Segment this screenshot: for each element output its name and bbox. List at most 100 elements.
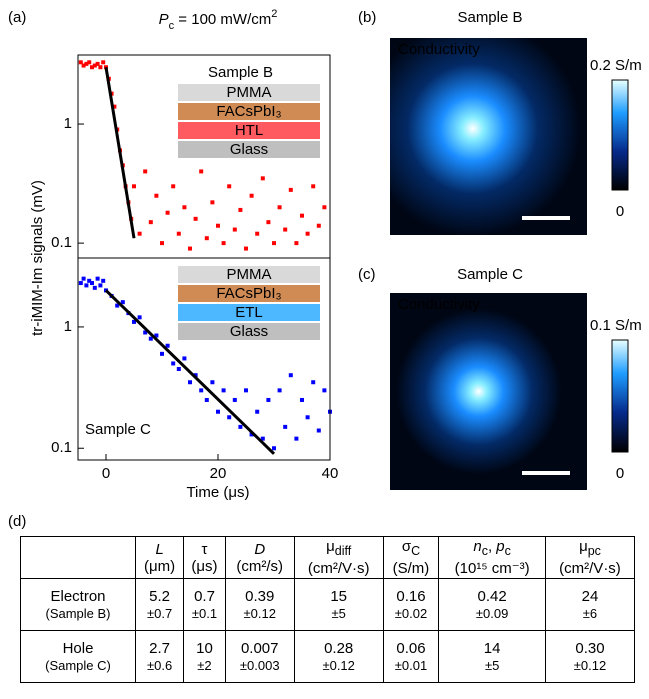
- carrier: Hole: [23, 640, 133, 657]
- conductivity-map: [390, 293, 587, 490]
- value: 14: [441, 640, 543, 657]
- text-part: D: [254, 541, 265, 558]
- text-part: P: [159, 11, 169, 28]
- header-symbol: μpc: [548, 538, 632, 560]
- data-point: [132, 184, 136, 188]
- header-cell: τ(μs): [184, 537, 226, 579]
- data-point: [160, 241, 164, 245]
- error: ±0.7: [138, 605, 181, 622]
- text-part: 2: [271, 8, 277, 20]
- data-point: [306, 232, 310, 236]
- data-point: [93, 286, 97, 290]
- data-point: [227, 184, 231, 188]
- data-point: [171, 184, 175, 188]
- layer-label: FACsPbI₃: [216, 285, 281, 302]
- layer-label: PMMA: [227, 84, 272, 101]
- data-point: [166, 211, 170, 215]
- data-point: [87, 60, 91, 64]
- value-cell: 0.7±0.1: [184, 579, 226, 631]
- error: ±0.02: [386, 605, 437, 622]
- value: 0.06: [386, 640, 437, 657]
- data-point: [233, 398, 237, 402]
- data-point: [205, 398, 209, 402]
- y-tick-label: 0.1: [51, 234, 72, 251]
- value-cell: 15±5: [294, 579, 383, 631]
- header-cell: L(μm): [136, 537, 184, 579]
- data-point: [317, 224, 321, 228]
- layer-label: HTL: [235, 122, 263, 139]
- text-part: μ: [326, 538, 335, 555]
- data-point: [182, 205, 186, 209]
- value: 0.30: [548, 640, 632, 657]
- data-point: [306, 415, 310, 419]
- value-cell: 5.2±0.7: [136, 579, 184, 631]
- chart-title: Pc = 100 mW/cm2: [159, 8, 278, 32]
- text-part: C: [411, 544, 420, 558]
- data-point: [322, 205, 326, 209]
- value-cell: 10±2: [184, 631, 226, 683]
- data-point: [182, 356, 186, 360]
- y-tick-label: 0.1: [51, 439, 72, 456]
- value-cell: 0.42±0.09: [439, 579, 546, 631]
- data-point: [317, 429, 321, 433]
- annotation: Sample B: [208, 64, 273, 81]
- value: 24: [548, 588, 632, 605]
- sample: (Sample C): [23, 657, 133, 674]
- text-part: L: [155, 541, 163, 558]
- carrier: Electron: [23, 588, 133, 605]
- data-point: [322, 388, 326, 392]
- data-point: [244, 247, 248, 251]
- data-point: [222, 388, 226, 392]
- value-cell: 24±6: [545, 579, 634, 631]
- data-point: [79, 281, 83, 285]
- data-point: [222, 241, 226, 245]
- row-label: Hole(Sample C): [21, 631, 136, 683]
- value-cell: 0.007±0.003: [225, 631, 294, 683]
- value-cell: 14±5: [439, 631, 546, 683]
- data-row: Electron(Sample B)5.2±0.70.7±0.10.39±0.1…: [21, 579, 635, 631]
- header-unit: (μs): [186, 558, 223, 575]
- data-point: [216, 410, 220, 414]
- header-cell: μpc(cm²/V·s): [545, 537, 634, 579]
- image-caption: Conductivity: [398, 41, 480, 58]
- results-table: L(μm)τ(μs)D(cm²/s)μdiff(cm²/V·s)σC(S/m)n…: [20, 536, 635, 683]
- value: 10: [186, 640, 223, 657]
- layer-label: Glass: [230, 141, 268, 158]
- colorbar: [612, 340, 628, 452]
- data-point: [289, 373, 293, 377]
- layer-label: PMMA: [227, 266, 272, 283]
- header-unit: (cm²/s): [228, 558, 292, 575]
- data-point: [154, 194, 158, 198]
- layer-label: ETL: [235, 304, 263, 321]
- value: 0.42: [441, 588, 543, 605]
- colorbar-max-label: 0.2 S/m: [590, 57, 642, 74]
- data-point: [149, 220, 153, 224]
- data-point: [311, 380, 315, 384]
- data-point: [233, 228, 237, 232]
- data-point: [177, 367, 181, 371]
- panel-label: (c): [358, 266, 376, 283]
- error: ±2: [186, 657, 223, 674]
- text-part: c: [505, 544, 511, 558]
- data-point: [90, 281, 94, 285]
- value: 15: [297, 588, 381, 605]
- data-point: [138, 315, 142, 319]
- layer-label: Glass: [230, 323, 268, 340]
- row-label: Electron(Sample B): [21, 579, 136, 631]
- text-part: σ: [402, 538, 411, 555]
- data-point: [250, 194, 254, 198]
- data-point: [266, 220, 270, 224]
- header-symbol: μdiff: [297, 538, 381, 560]
- image-title: Sample C: [457, 266, 523, 283]
- sample: (Sample B): [23, 605, 133, 622]
- data-point: [82, 277, 86, 281]
- value: 0.28: [297, 640, 381, 657]
- header-cell: nc, pc(10¹⁵ cm⁻³): [439, 537, 546, 579]
- data-point: [101, 279, 105, 283]
- panel-label: (a): [8, 9, 26, 26]
- header-unit: (cm²/V·s): [548, 560, 632, 577]
- error: ±0.12: [297, 657, 381, 674]
- value-cell: 0.16±0.02: [383, 579, 439, 631]
- data-point: [227, 415, 231, 419]
